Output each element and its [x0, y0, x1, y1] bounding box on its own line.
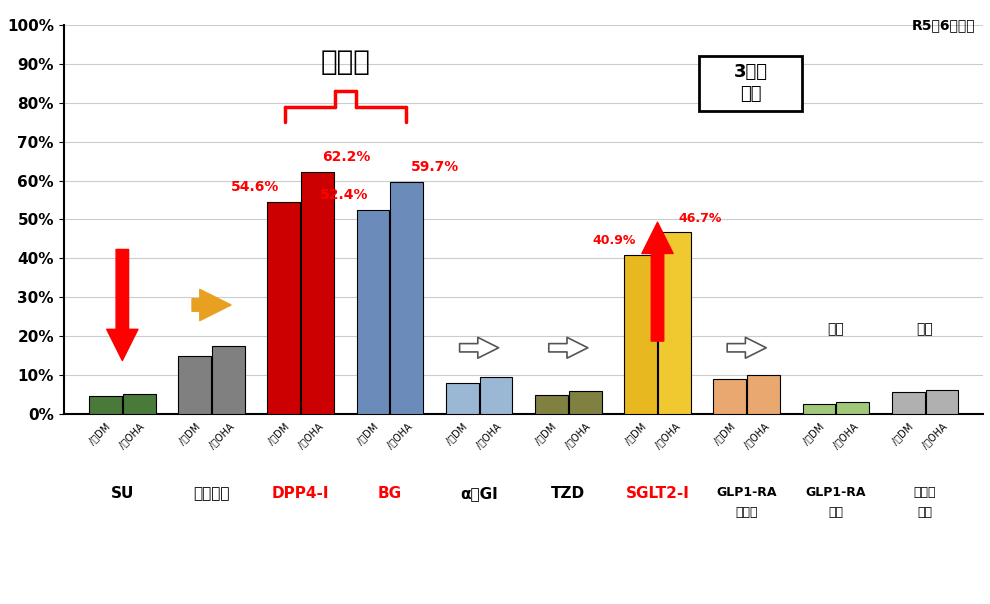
Text: ツイミ: ツイミ [914, 486, 937, 499]
Bar [479, 377, 513, 414]
Text: R5年6月現在: R5年6月現在 [912, 18, 975, 32]
Bar [267, 202, 300, 414]
Text: 59.7%: 59.7% [411, 160, 459, 174]
Text: グリニド: グリニド [193, 486, 230, 501]
Text: 二本柱: 二本柱 [321, 48, 370, 76]
Text: 3本目
の柱: 3本目 の柱 [734, 63, 767, 103]
Bar [535, 395, 568, 414]
Text: 皮下注: 皮下注 [736, 506, 758, 519]
Bar [569, 391, 602, 414]
Bar [892, 393, 925, 414]
Bar [178, 356, 211, 414]
Text: BG: BG [378, 486, 402, 501]
Text: α－GI: α－GI [460, 486, 498, 501]
Bar [356, 210, 389, 414]
Text: 54.6%: 54.6% [231, 180, 279, 194]
Bar [390, 182, 424, 414]
Text: GLP1-RA: GLP1-RA [806, 486, 866, 499]
Bar [747, 375, 780, 414]
Bar [714, 379, 746, 414]
Bar [926, 390, 958, 414]
Text: TZD: TZD [551, 486, 585, 501]
Bar [446, 383, 478, 414]
Text: 40.9%: 40.9% [593, 234, 637, 247]
Text: SU: SU [111, 486, 134, 501]
Text: GLP1-RA: GLP1-RA [717, 486, 777, 499]
Text: 内服: 内服 [829, 506, 843, 519]
Bar [803, 404, 836, 414]
Text: 62.2%: 62.2% [322, 150, 370, 164]
Text: ーグ: ーグ [918, 506, 933, 519]
Text: 有望: 有望 [828, 322, 844, 336]
Bar [301, 172, 334, 414]
FancyBboxPatch shape [699, 56, 802, 111]
Text: SGLT2-I: SGLT2-I [626, 486, 689, 501]
Bar [89, 396, 122, 414]
Text: 46.7%: 46.7% [679, 211, 723, 225]
Bar [837, 402, 869, 414]
Text: DPP4-I: DPP4-I [272, 486, 330, 501]
Text: 有望: 有望 [917, 322, 934, 336]
Bar [212, 346, 245, 414]
Text: 52.4%: 52.4% [320, 188, 368, 202]
Bar [123, 394, 155, 414]
Bar [624, 255, 657, 414]
Bar [658, 233, 691, 414]
